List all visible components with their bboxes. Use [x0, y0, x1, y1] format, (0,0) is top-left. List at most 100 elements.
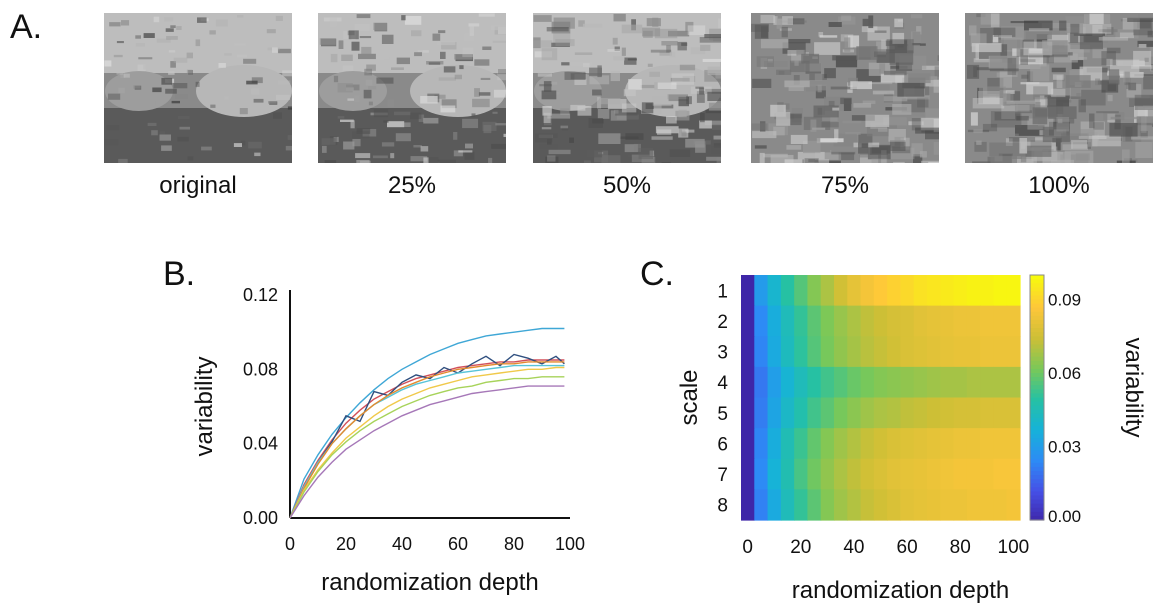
colorbar-segment [1030, 466, 1044, 472]
texture-patch [356, 159, 370, 163]
texture-patch [754, 24, 769, 39]
texture-patch [702, 58, 721, 62]
texture-patch [773, 16, 793, 25]
texture-patch [153, 16, 160, 23]
colorbar-segment [1030, 381, 1044, 386]
texture-patch [237, 15, 244, 18]
heatmap-cell [927, 336, 941, 368]
texture-patch [464, 151, 475, 160]
heatmap-cell [794, 428, 809, 460]
texture-patch [928, 161, 939, 163]
texture-patch [770, 104, 786, 117]
heatmap-cell [927, 275, 941, 307]
texture-patch [352, 139, 361, 147]
heatmap-cell [741, 489, 755, 521]
texture-patch [215, 19, 228, 27]
colorbar-segment [1030, 340, 1044, 346]
texture-patch [1059, 20, 1067, 31]
texture-patch [911, 143, 923, 157]
texture-patch [239, 108, 248, 115]
texture-patch [365, 79, 373, 86]
heatmap-cell [913, 336, 928, 368]
heatmap-cell [807, 275, 822, 307]
y-tick-label: 8 [717, 496, 728, 517]
thumbnail-label: 50% [602, 172, 652, 199]
heatmap-cell [993, 397, 1008, 429]
heatmap-cell [993, 366, 1008, 399]
texture-patch [251, 88, 260, 95]
texture-patch [474, 59, 490, 66]
texture-patch [1060, 133, 1089, 142]
x-tick-label: 60 [448, 534, 468, 554]
texture-patch [695, 86, 704, 89]
texture-patch [373, 109, 389, 118]
texture-patch [266, 29, 276, 34]
texture-patch [173, 83, 188, 89]
heatmap-cell [980, 489, 995, 521]
heatmap-cell [927, 397, 941, 429]
texture-patch [237, 54, 247, 58]
ground-region [318, 108, 506, 163]
texture-patch [330, 53, 338, 63]
texture-patch [553, 17, 575, 29]
texture-patch [224, 53, 232, 56]
texture-patch [116, 72, 124, 75]
texture-patch [1030, 140, 1052, 148]
texture-patch [913, 154, 923, 163]
texture-patch [441, 42, 457, 50]
texture-patch [657, 82, 677, 89]
texture-patch [471, 113, 476, 117]
texture-patch [1073, 33, 1105, 36]
texture-patch [1065, 75, 1091, 88]
texture-patch [990, 155, 1017, 163]
heatmap-cell [980, 336, 995, 368]
texture-patch [395, 133, 411, 142]
texture-patch [1053, 78, 1065, 82]
texture-patch [904, 73, 931, 84]
texture-patch [1039, 130, 1045, 136]
texture-patch [895, 62, 913, 71]
texture-patch [1119, 32, 1134, 39]
texture-patch [497, 73, 506, 81]
texture-patch [1114, 114, 1121, 130]
texture-patch [1056, 75, 1063, 88]
panel-a-letter: A. [10, 8, 43, 46]
texture-patch [716, 157, 721, 163]
texture-patch [760, 39, 789, 49]
colorbar-segment [1030, 413, 1044, 419]
heatmap-cell [913, 366, 928, 399]
texture-patch [643, 30, 653, 38]
texture-patch [678, 96, 689, 107]
texture-patch [352, 131, 370, 139]
texture-patch [373, 22, 387, 30]
texture-patch [627, 154, 644, 158]
texture-patch [597, 109, 610, 119]
texture-patch [1092, 47, 1107, 59]
texture-patch [1141, 116, 1147, 133]
texture-patch [209, 30, 216, 35]
texture-patch [547, 155, 556, 162]
texture-patch [794, 60, 799, 66]
texture-patch [820, 138, 844, 143]
texture-patch [862, 100, 876, 104]
texture-patch [647, 63, 653, 67]
texture-patch [588, 118, 603, 128]
texture-patch [686, 96, 692, 105]
texture-patch [109, 22, 121, 27]
texture-patch [417, 50, 429, 53]
y-tick-label: 2 [717, 312, 728, 333]
texture-patch [376, 77, 394, 84]
texture-patch [897, 44, 904, 48]
texture-patch [613, 56, 625, 61]
texture-patch [892, 146, 911, 154]
colorbar-segment [1030, 442, 1044, 448]
texture-patch [1024, 20, 1053, 31]
texture-patch [1149, 95, 1153, 100]
y-tick-label: 3 [717, 343, 728, 364]
texture-patch [805, 86, 818, 92]
texture-patch [638, 148, 653, 160]
heatmap-cell [741, 275, 755, 307]
texture-patch [786, 113, 802, 119]
heatmap-cell [887, 397, 902, 429]
texture-patch [871, 84, 890, 95]
